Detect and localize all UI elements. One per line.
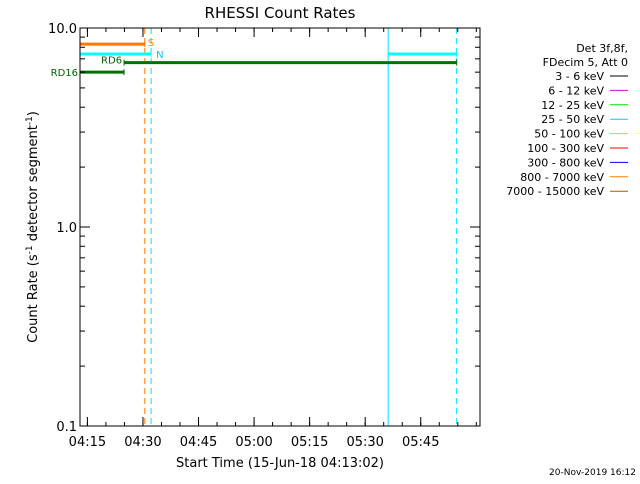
- x-tick-label: 05:30: [346, 435, 383, 450]
- x-axis-label: Start Time (15-Jun-18 04:13:02): [176, 456, 384, 471]
- y-tick-label: 1.0: [56, 221, 77, 236]
- x-tick-label: 04:15: [69, 435, 106, 450]
- y-axis-label-sup1: -1: [25, 245, 35, 254]
- legend-label: 3 - 6 keV: [555, 70, 604, 83]
- legend-label: 6 - 12 keV: [548, 84, 604, 97]
- legend-label: 100 - 300 keV: [527, 142, 604, 155]
- y-axis-label-end: ): [26, 111, 41, 116]
- y-axis: 0.1 1.0 10.0: [48, 22, 480, 435]
- x-tick-label: 05:00: [235, 435, 272, 450]
- legend-header: Det 3f,8f,: [576, 42, 628, 55]
- state-bars: SN RD6 RD16: [51, 38, 458, 79]
- y-axis-label: Count Rate (s-1 detector segment-1): [25, 111, 41, 343]
- state-bar-label: N: [156, 50, 163, 61]
- legend-label: 12 - 25 keV: [541, 99, 604, 112]
- vertical-markers: [79, 28, 458, 426]
- state-bar-label: S: [148, 38, 154, 49]
- legend-label: 300 - 800 keV: [527, 156, 604, 169]
- legend-label: 7000 - 15000 keV: [506, 185, 604, 198]
- x-tick-label: 05:45: [402, 435, 439, 450]
- state-bar-label: RD16: [51, 68, 78, 79]
- y-axis-label-start: Count Rate (s: [26, 254, 41, 343]
- x-tick-label: 04:45: [180, 435, 217, 450]
- x-tick-label: 04:30: [124, 435, 161, 450]
- x-axis: 04:15 04:30 04:45 05:00 05:15 05:30 05:45: [69, 28, 477, 450]
- y-axis-label-mid: detector segment: [26, 125, 41, 245]
- state-bar-label: RD6: [101, 56, 122, 67]
- y-axis-label-sup2: -1: [25, 116, 35, 125]
- legend-label: 800 - 7000 keV: [520, 171, 604, 184]
- legend-label: 25 - 50 keV: [541, 113, 604, 126]
- legend-header: FDecim 5, Att 0: [543, 56, 628, 69]
- plot-frame: [79, 27, 481, 427]
- y-tick-label: 10.0: [48, 22, 77, 37]
- legend-label: 50 - 100 keV: [534, 128, 604, 141]
- chart-title: RHESSI Count Rates: [205, 4, 356, 22]
- y-tick-label: 0.1: [56, 420, 77, 435]
- timestamp: 20-Nov-2019 16:12: [549, 468, 636, 478]
- x-tick-label: 05:15: [291, 435, 328, 450]
